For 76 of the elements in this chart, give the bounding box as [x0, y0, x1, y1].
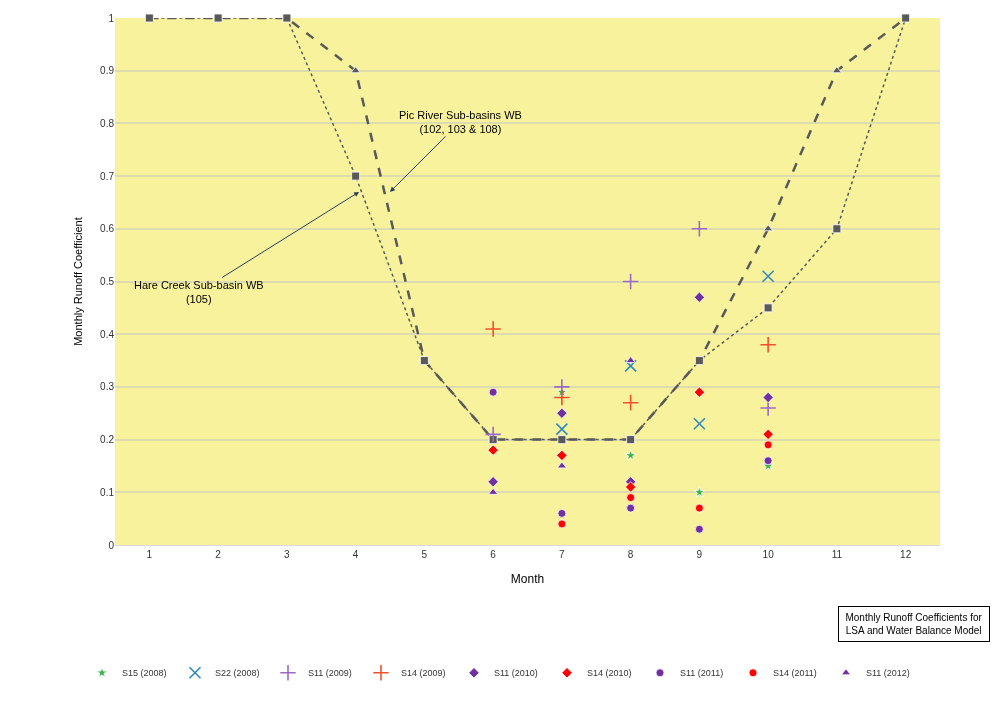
point	[626, 503, 636, 513]
point	[761, 269, 775, 283]
point	[694, 524, 704, 534]
point	[488, 387, 498, 397]
point	[626, 493, 636, 502]
legend-label: S14 (2010)	[587, 668, 632, 679]
point	[763, 440, 773, 450]
point	[555, 422, 569, 436]
point	[624, 359, 637, 373]
x-tick-label: 1	[146, 549, 153, 560]
x-tick-label: 3	[284, 549, 291, 560]
y-tick-label: 0.3	[100, 381, 115, 393]
annotation: Hare Creek Sub-basin WB (105)	[134, 279, 264, 306]
point	[553, 388, 571, 406]
point	[622, 273, 640, 290]
legend-label: S14 (2011)	[773, 668, 817, 679]
point	[625, 481, 637, 493]
point	[693, 417, 706, 431]
point	[556, 461, 567, 469]
y-tick-label: 0	[108, 539, 115, 551]
point	[624, 449, 637, 461]
x-axis-title: Month	[510, 571, 545, 586]
legend-label: S11 (2011)	[680, 668, 724, 679]
x-tick-label: 5	[421, 549, 428, 560]
point	[484, 425, 502, 443]
x-tick-label: 8	[627, 549, 634, 560]
legend-label: S22 (2008)	[215, 668, 260, 679]
point	[487, 444, 499, 456]
point	[351, 171, 361, 181]
point	[759, 336, 777, 354]
y-tick-label: 0.9	[100, 65, 115, 77]
y-tick-label: 0.8	[100, 117, 115, 129]
x-tick-label: 7	[559, 549, 566, 560]
y-tick-label: 1	[108, 12, 115, 24]
point	[693, 486, 706, 498]
x-tick-label: 2	[215, 549, 222, 560]
legend-label: S11 (2012)	[866, 668, 910, 679]
point	[622, 394, 640, 412]
point	[693, 291, 705, 303]
point	[484, 320, 502, 338]
text: Monthly Runoff Coefficients for LSA and Water Balance Model	[845, 612, 983, 636]
annotation: Pic River Sub-basins WB (102, 103 & 108)	[399, 109, 522, 136]
point	[763, 224, 774, 232]
x-tick-label: 6	[490, 549, 497, 560]
point	[762, 428, 774, 440]
x-tick-label: 12	[900, 549, 912, 560]
legend-label: S14 (2009)	[401, 668, 446, 679]
y-tick-label: 0.7	[100, 170, 115, 182]
x-tick-label: 11	[831, 549, 843, 560]
point	[693, 386, 705, 398]
x-tick-label: 4	[352, 549, 359, 560]
point	[690, 220, 708, 238]
point	[831, 66, 842, 74]
x-tick-label: 10	[762, 549, 775, 560]
point	[557, 508, 567, 518]
y-tick-label: 0.5	[100, 276, 115, 287]
point	[487, 476, 499, 488]
point	[556, 407, 568, 419]
legend-label: S15 (2008)	[122, 668, 167, 679]
y-axis-title: Monthly Runoff Coefficient	[71, 217, 84, 346]
legend-label: S11 (2009)	[308, 668, 352, 679]
y-tick-label: 0.6	[100, 223, 115, 235]
point	[556, 449, 568, 462]
point	[488, 487, 499, 495]
y-tick-label: 0.2	[100, 434, 115, 446]
legend-label: S11 (2010)	[494, 668, 538, 679]
point	[350, 66, 361, 74]
y-tick-label: 0.1	[100, 486, 115, 498]
point	[694, 503, 704, 513]
point	[762, 391, 774, 404]
point	[557, 519, 567, 529]
x-tick-label: 9	[696, 549, 703, 560]
point	[763, 456, 773, 466]
point	[832, 224, 842, 234]
y-tick-label: 0.4	[100, 328, 115, 340]
point	[763, 303, 773, 313]
